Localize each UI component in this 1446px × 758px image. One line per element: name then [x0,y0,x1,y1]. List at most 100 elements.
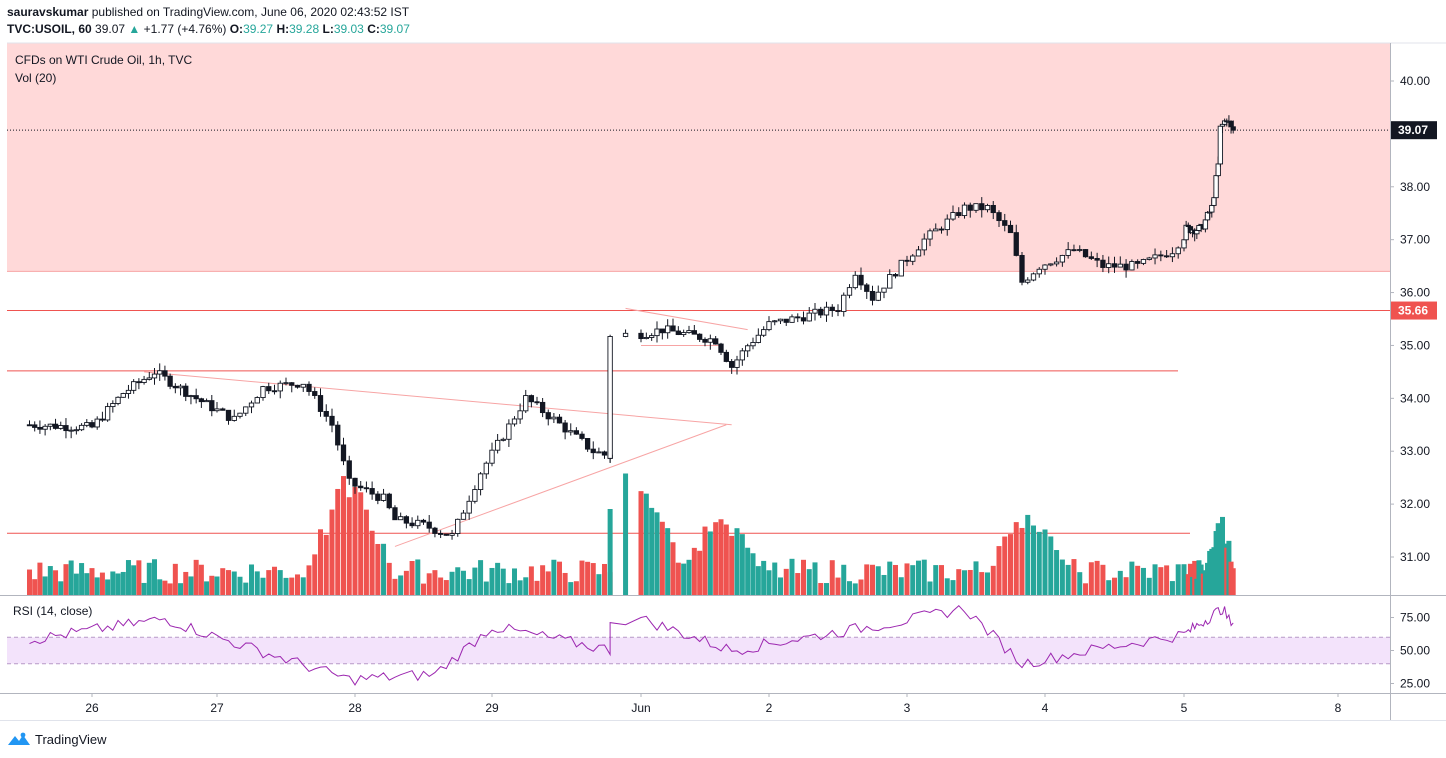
volume-bar-up [1025,514,1031,595]
volume-bar-up [472,567,478,595]
volume-bar-up [1048,536,1054,595]
candle-up [283,382,289,385]
candle-up [42,425,48,430]
candle-up [78,424,85,431]
candle-up [517,410,523,420]
volume-bar-up [381,543,387,595]
candle-down [800,317,807,322]
candle-up [1181,239,1187,249]
candle-down [1135,261,1141,264]
volume-bar-down [562,572,568,595]
volume-bar-up [649,507,655,595]
volume-bar-up [460,570,466,595]
volume-bar-up [131,565,137,595]
volume-bar-up [483,581,489,595]
volume-bar-down [266,570,272,595]
publisher-name[interactable]: sauravskumar [7,5,89,19]
volume-bar-down [659,521,665,595]
candle-down [294,384,301,388]
volume-bar-up [707,531,713,595]
candle-down [534,401,540,404]
volume-bar-down [858,579,864,595]
main-pane-title[interactable]: CFDs on WTI Crude Oil, 1h, TVC [15,53,193,67]
candle-up [68,429,74,432]
candle-down [835,310,841,313]
volume-bar-up [178,583,184,595]
volume-bar-up [489,567,495,595]
volume-bar-down [864,564,870,595]
candle-down [63,425,69,432]
candles [26,115,1236,540]
resistance-zone [7,43,1390,272]
volume-legend[interactable]: Vol (20) [15,71,57,85]
candle-up [789,316,795,323]
last-price-tag [1391,121,1437,140]
last-price: 39.07 [95,22,126,36]
volume-bar-up [933,565,939,595]
volume-bar-down [967,569,973,595]
drawing-lines [7,129,1390,547]
volume-bar-up [824,583,829,595]
tradingview-logo[interactable]: TradingView [7,731,107,747]
volume-bar-down [904,563,910,595]
volume-bar-down [545,571,551,595]
candle-down [675,330,681,336]
volume-bar-up [985,572,990,595]
candle-up [739,350,745,361]
candle-down [729,361,735,368]
volume-bar-up [910,565,916,595]
volume-bar-up [1054,550,1060,595]
volume-bar-down [432,570,438,595]
candle-up [477,473,484,491]
candle-up [157,370,163,375]
candle-up [1053,261,1060,265]
volume-bar-down [956,569,962,595]
open-value: 39.27 [243,22,274,36]
candle-down [403,516,410,524]
candle-down [162,370,168,377]
candle-down [864,284,870,292]
candle-up [460,512,467,520]
rsi-tick-label: 25.00 [1400,677,1430,691]
candle-up [115,396,121,404]
candle-up [1117,263,1123,268]
volume-bar-up [745,547,751,595]
volume-bar-down [801,559,806,595]
volume-bar-down [1135,565,1141,595]
volume-bar-up [665,528,671,595]
volume-bar-up [478,560,484,595]
candle-up [489,449,495,464]
candle-down [573,430,580,435]
volume-bar-down [358,492,364,595]
candle-down [783,318,789,323]
volume-bar-up [750,553,756,595]
volume-bar-up [973,561,979,595]
volume-bar-up [847,581,852,595]
time-tick-label: 28 [348,701,362,715]
volume-bar-down [403,570,409,595]
volume-bar-down [638,491,644,595]
candle-up [910,255,916,262]
volume-bar-up [260,577,266,595]
candle-down [89,422,95,428]
volume-bar-down [1008,534,1013,595]
volume-bar-up [300,577,306,595]
candle-up [506,423,512,440]
volume-bar-down [272,566,277,595]
candle-up [1202,219,1209,230]
candle-up [875,291,881,301]
price-tick-label: 35.00 [1400,338,1430,352]
candle-up [1129,261,1135,271]
rsi-legend[interactable]: RSI (14, close) [13,604,93,618]
volume-bar-down [1088,562,1094,595]
candle-up [1146,257,1152,260]
volume-bar-up [1036,531,1042,595]
candle-up [203,400,210,403]
volume-bar-down [63,564,69,595]
candle-up [277,382,283,392]
candle-up [1217,125,1224,165]
volume-bar-up [1077,572,1083,595]
volume-bar-down [602,563,607,595]
high-value: 39.28 [289,22,320,36]
